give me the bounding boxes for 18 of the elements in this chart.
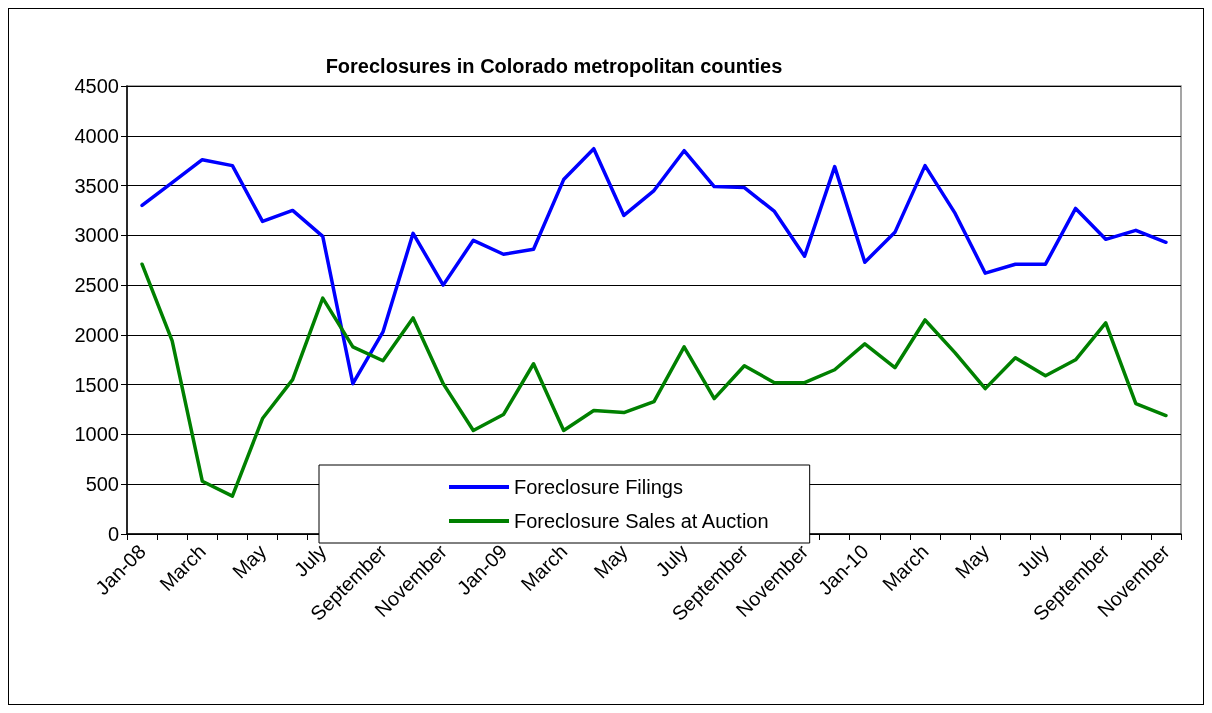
y-tick-label: 2000 — [74, 323, 119, 346]
line-series — [140, 262, 1168, 498]
legend-label: Foreclosure Filings — [514, 476, 683, 498]
x-tick-label: May — [950, 540, 994, 583]
x-tick-label: May — [589, 540, 632, 583]
y-tick-label: 0 — [107, 523, 119, 545]
chart-title: Foreclosures in Colorado metropolitan counties — [325, 55, 783, 77]
y-tick-label: 1000 — [74, 423, 119, 446]
y-tick-label: 3000 — [74, 224, 119, 247]
y-tick-label: 4500 — [74, 75, 119, 97]
legend-label: Foreclosure Sales at Auction — [514, 510, 769, 532]
y-tick-label: 500 — [85, 473, 119, 496]
y-tick-label: 4000 — [74, 124, 119, 147]
line-series — [140, 146, 1168, 386]
y-tick-label: 3500 — [74, 174, 119, 197]
x-tick-label: May — [228, 540, 271, 583]
y-tick-label: 2500 — [74, 274, 119, 297]
y-tick-label: 1500 — [74, 373, 119, 396]
